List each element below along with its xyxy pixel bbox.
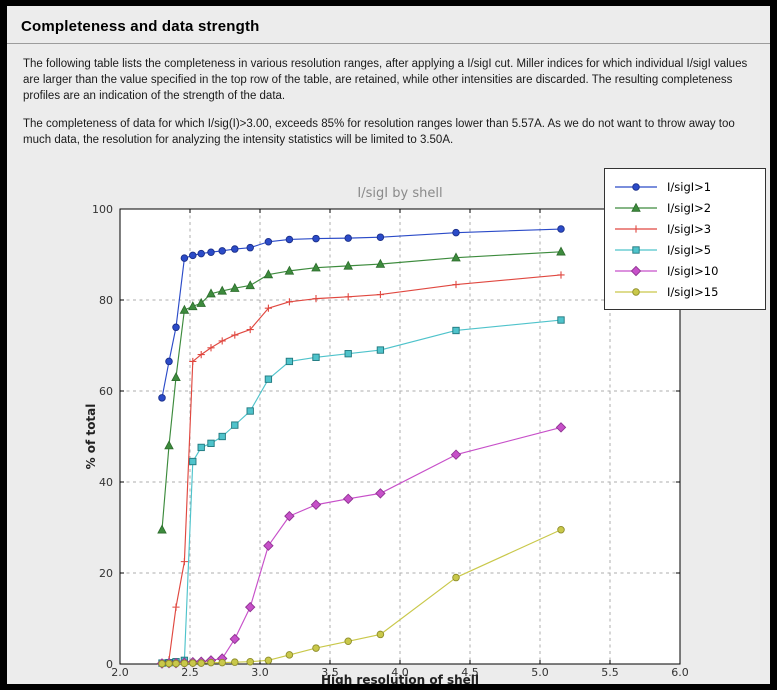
summary-paragraph: The completeness of data for which I/sig… xyxy=(23,118,735,147)
legend-item: I/sigI>15 xyxy=(613,281,757,302)
svg-text:5.0: 5.0 xyxy=(531,666,549,679)
completeness-figure: 2.0 2.5 3.0 3.5 4.0 4.5 5.0 5.5 6.0 0 20 40 60 80 100 I… xyxy=(17,153,766,684)
svg-text:20: 20 xyxy=(99,567,113,580)
legend-sample-square-icon xyxy=(615,246,657,254)
legend-label: I/sigI>15 xyxy=(667,284,719,299)
x-axis-label: High resolution of shell xyxy=(321,673,479,684)
legend-label: I/sigI>5 xyxy=(667,242,712,257)
svg-text:100: 100 xyxy=(92,203,113,216)
svg-text:3.0: 3.0 xyxy=(251,666,269,679)
tick-marks xyxy=(119,208,681,665)
legend-item: I/sigI>5 xyxy=(613,239,757,260)
title-divider xyxy=(7,43,770,44)
svg-text:0: 0 xyxy=(106,658,113,671)
svg-text:40: 40 xyxy=(99,476,113,489)
svg-text:4.0: 4.0 xyxy=(391,666,409,679)
svg-text:2.5: 2.5 xyxy=(181,666,199,679)
svg-text:80: 80 xyxy=(99,294,113,307)
svg-text:6.0: 6.0 xyxy=(671,666,689,679)
y-axis-label: % of total xyxy=(84,404,98,470)
chart-title: I/sigI by shell xyxy=(357,186,442,201)
legend-label: I/sigI>2 xyxy=(667,200,712,215)
legend-item: I/sigI>2 xyxy=(613,197,757,218)
series-I/sigI>3 xyxy=(158,271,565,667)
legend-sample-diamond-icon xyxy=(615,265,657,277)
svg-text:4.5: 4.5 xyxy=(461,666,479,679)
tick-labels: 2.0 2.5 3.0 3.5 4.0 4.5 5.0 5.5 6.0 0 20 40 60 80 100 xyxy=(92,203,689,679)
series-I/sigI>15 xyxy=(158,526,565,668)
legend-sample-circle-icon xyxy=(615,288,657,296)
chart-canvas: 2.0 2.5 3.0 3.5 4.0 4.5 5.0 5.5 6.0 0 20 40 60 80 100 I… xyxy=(84,186,689,684)
series-I/sigI>2 xyxy=(157,246,566,534)
series-I/sigI>1 xyxy=(158,225,565,403)
legend-item: I/sigI>10 xyxy=(613,260,757,281)
legend-label: I/sigI>1 xyxy=(667,179,712,194)
legend-item: I/sigI>3 xyxy=(613,218,757,239)
svg-text:5.5: 5.5 xyxy=(601,666,619,679)
legend-sample-circle-icon xyxy=(615,183,657,191)
page-title: Completeness and data strength xyxy=(21,18,260,35)
legend-label: I/sigI>3 xyxy=(667,221,712,236)
svg-text:2.0: 2.0 xyxy=(111,666,129,679)
legend-sample-triangle-icon xyxy=(615,202,657,212)
report-page: Completeness and data strength The follo… xyxy=(7,6,770,684)
intro-paragraph: The following table lists the completene… xyxy=(23,58,748,103)
legend-item: I/sigI>1 xyxy=(613,176,757,197)
svg-text:60: 60 xyxy=(99,385,113,398)
legend-sample-plus-icon xyxy=(615,225,657,233)
svg-text:3.5: 3.5 xyxy=(321,666,339,679)
legend-label: I/sigI>10 xyxy=(667,263,719,278)
chart-legend: I/sigI>1 I/sigI>2 I/sigI>3 I/sigI>5 I/sigI>1… xyxy=(604,168,766,311)
